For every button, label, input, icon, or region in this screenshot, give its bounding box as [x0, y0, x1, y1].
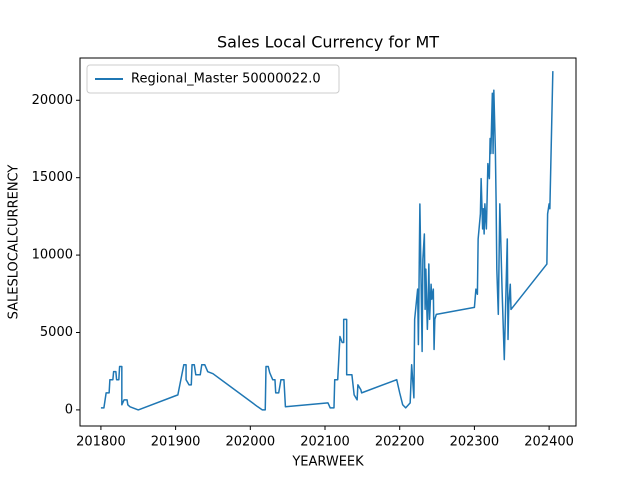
legend-label: Regional_Master 50000022.0 — [131, 72, 321, 87]
y-tick-label: 15000 — [32, 170, 73, 185]
y-axis-label: SALESLOCALCURRENCY — [7, 165, 22, 320]
x-axis-label: YEARWEEK — [291, 455, 364, 470]
y-tick-label: 5000 — [40, 325, 73, 340]
x-tick-label: 202400 — [524, 435, 574, 450]
legend-box — [86, 64, 340, 94]
plot-frame — [79, 57, 577, 427]
x-tick-label: 201800 — [76, 435, 126, 450]
x-tick-label: 201900 — [151, 435, 201, 450]
chart-title: Sales Local Currency for MT — [217, 33, 439, 52]
x-tick-label: 202200 — [375, 435, 425, 450]
y-tick-label: 10000 — [32, 248, 73, 263]
series-line — [100, 71, 554, 411]
x-tick-label: 202000 — [225, 435, 275, 450]
x-tick-label: 202100 — [300, 435, 350, 450]
y-tick-label: 20000 — [32, 93, 73, 108]
y-tick-label: 0 — [65, 402, 73, 417]
x-tick-label: 202300 — [450, 435, 500, 450]
